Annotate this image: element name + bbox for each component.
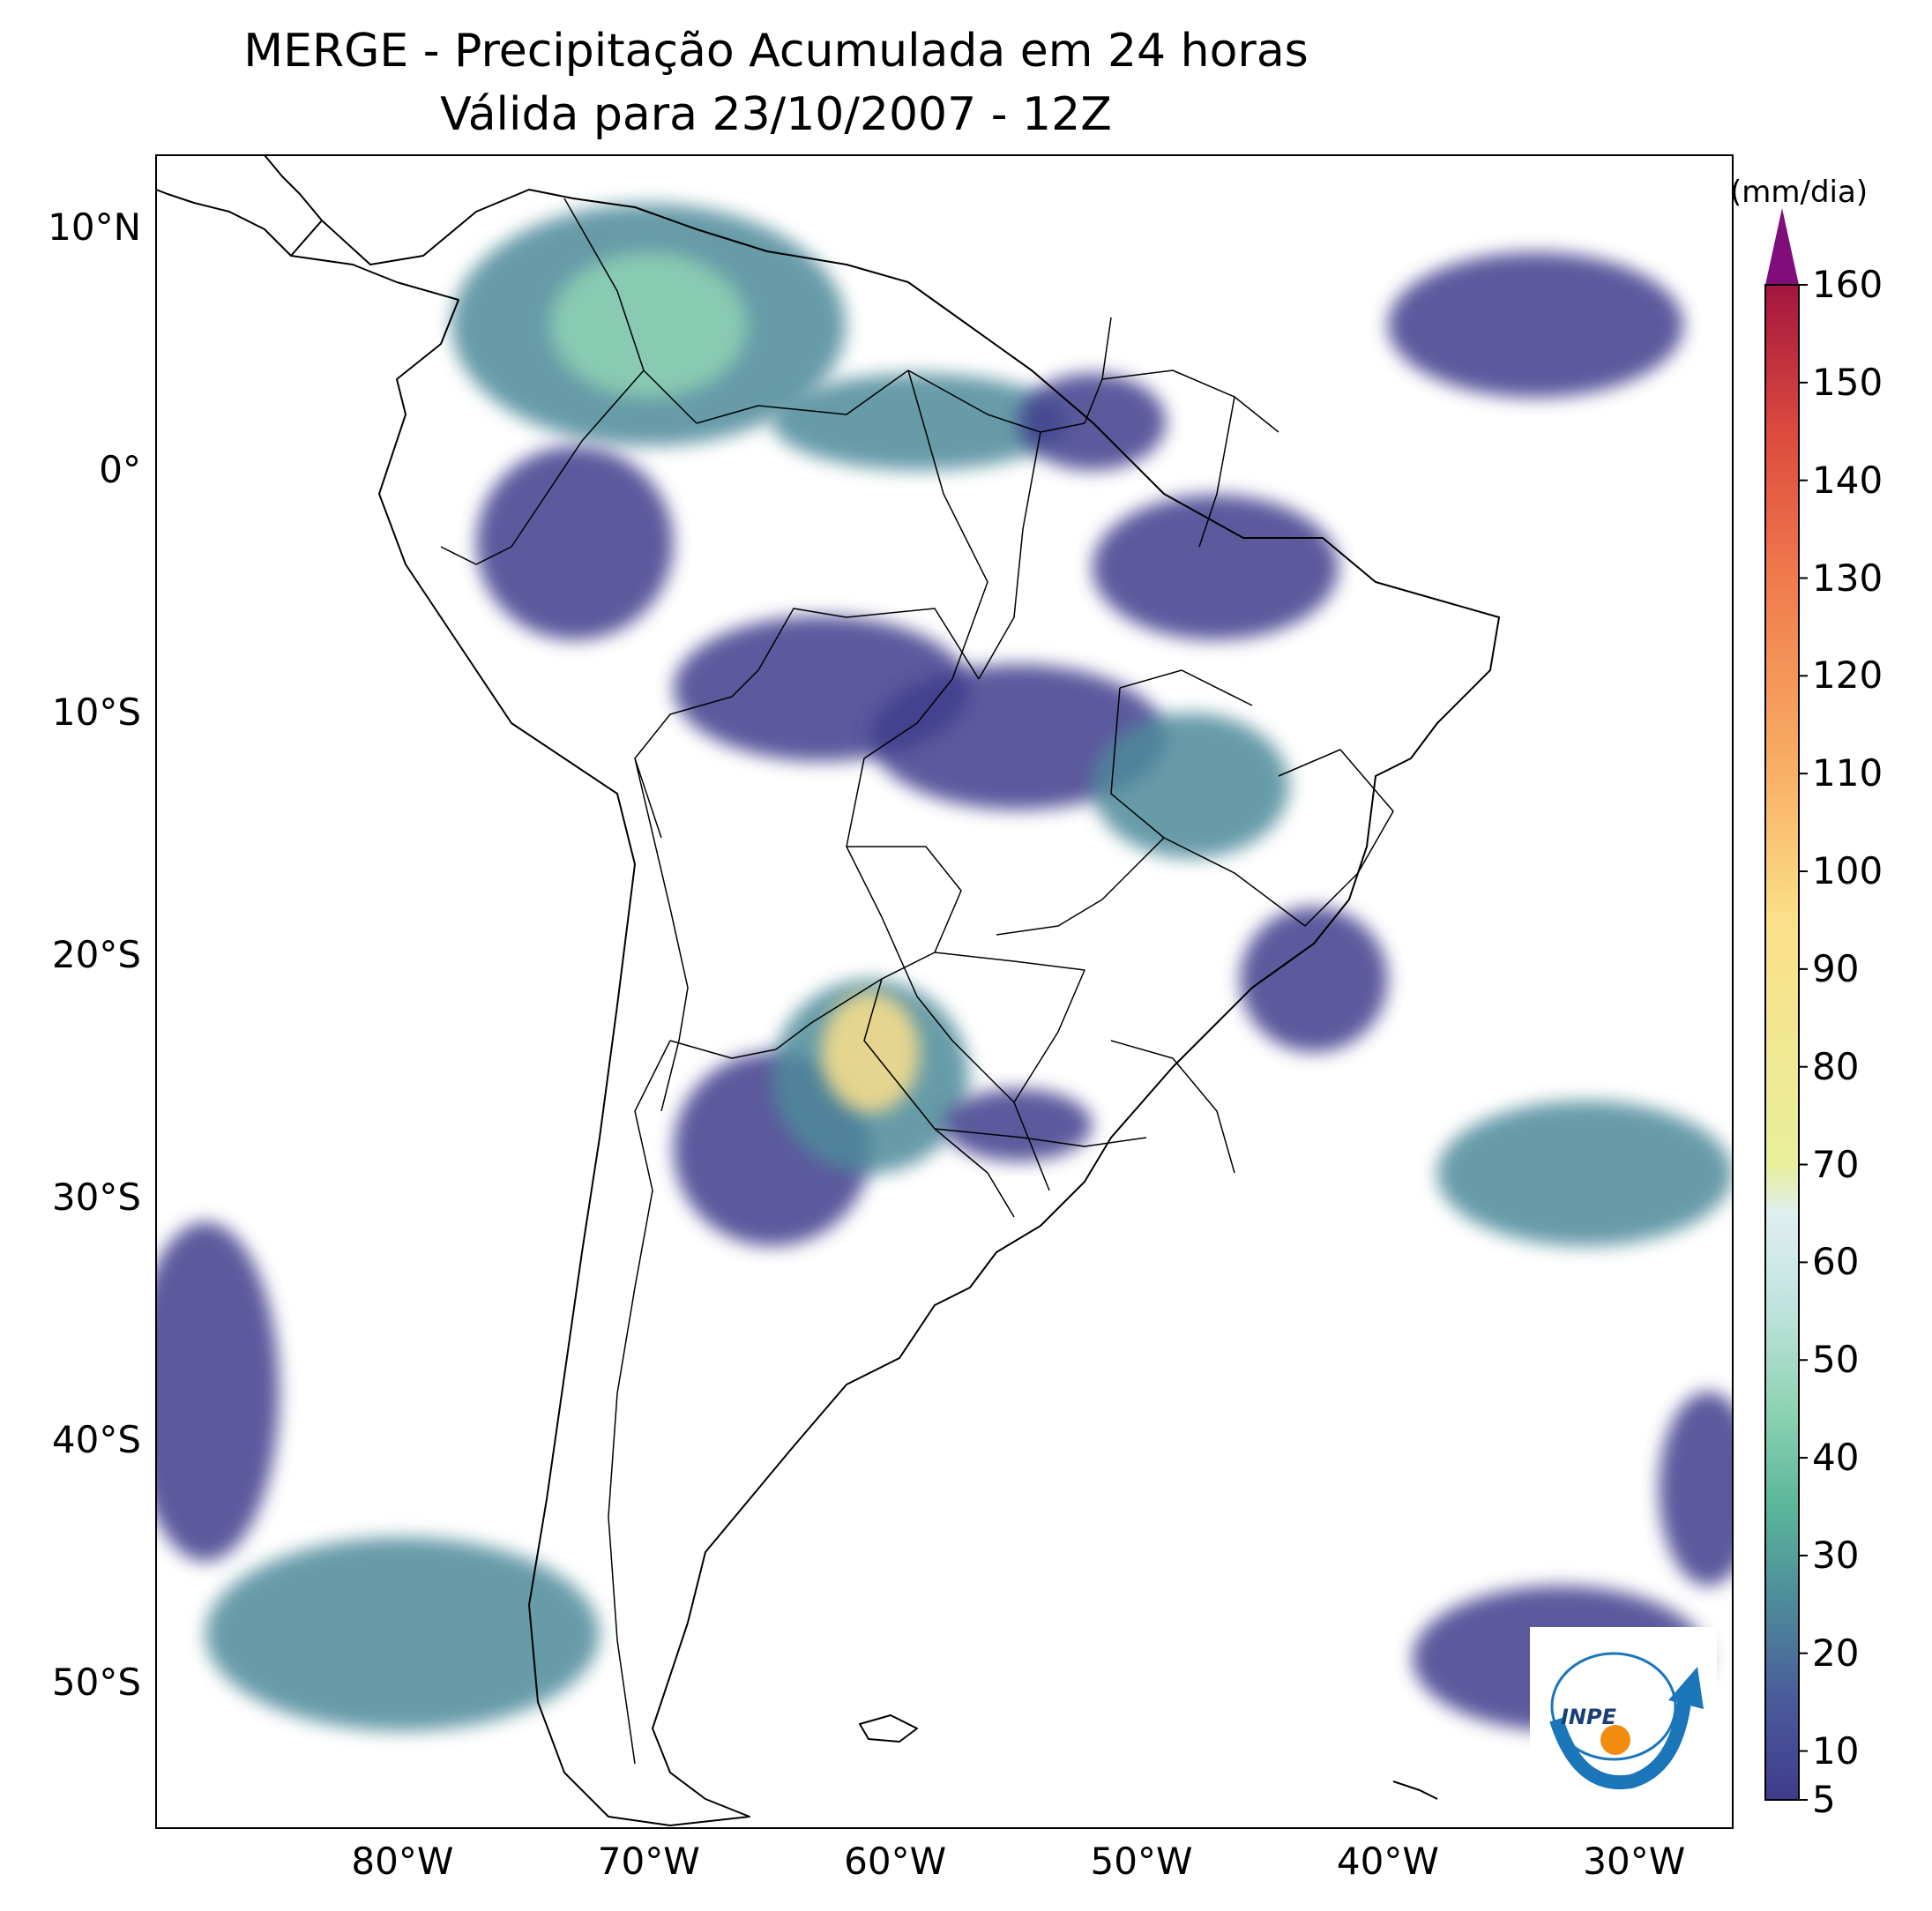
colorbar-tick-label: 140 xyxy=(1812,458,1884,502)
lat-tick-label: 20°S xyxy=(51,933,141,977)
logo-arrow-icon xyxy=(1668,1667,1704,1709)
lat-tick-label: 30°S xyxy=(51,1176,141,1220)
colorbar-tick-label: 100 xyxy=(1812,849,1884,893)
rain-area-colombia-core xyxy=(550,251,748,398)
rain-area-paraguay-max xyxy=(821,991,921,1113)
rain-area-atlantic-north xyxy=(1387,251,1684,398)
rain-area-para-maranhao xyxy=(1092,494,1339,640)
colorbar-tick-label: 150 xyxy=(1812,360,1884,404)
precipitation-layer xyxy=(156,203,1733,1732)
lon-tick-label: 30°W xyxy=(1583,1840,1686,1883)
logo-sun-icon xyxy=(1600,1725,1630,1755)
inpe-logo: INPE xyxy=(1530,1627,1717,1803)
south-america-coastline xyxy=(290,189,1500,1826)
central-america xyxy=(156,155,323,257)
colorbar-tick-label: 20 xyxy=(1812,1631,1860,1675)
country-borders xyxy=(440,198,1394,1765)
rain-area-ecuador-peru xyxy=(476,445,674,640)
colorbar-tick-label: 160 xyxy=(1812,263,1884,306)
rain-area-minas-rio xyxy=(1240,907,1388,1053)
colorbar-tick-label: 50 xyxy=(1812,1338,1860,1382)
lon-tick-label: 70°W xyxy=(597,1840,700,1883)
colorbar-extend-arrow xyxy=(1765,208,1799,285)
lat-tick-label: 10°S xyxy=(51,690,141,735)
map-frame xyxy=(155,154,1734,1829)
lon-tick-label: 60°W xyxy=(844,1840,947,1883)
colorbar-tick-label: 10 xyxy=(1812,1728,1860,1773)
logo-ring xyxy=(1550,1652,1677,1761)
lat-tick-label: 40°S xyxy=(51,1418,141,1462)
colorbar-tick-label: 130 xyxy=(1812,556,1884,600)
rain-area-guyana xyxy=(772,373,1068,471)
map-title: MERGE - Precipitação Acumulada em 24 hor… xyxy=(243,25,1309,78)
colorbar-tick-label: 70 xyxy=(1812,1142,1860,1186)
colorbar xyxy=(1764,208,1808,1801)
colorbar-tickmarks xyxy=(1799,284,1808,1801)
lon-tick-label: 40°W xyxy=(1336,1840,1439,1883)
rain-area-atlantic-south xyxy=(1436,1101,1733,1247)
logo-swoosh xyxy=(1549,1700,1691,1790)
logo-text: INPE xyxy=(1561,1705,1617,1729)
rain-area-goias xyxy=(1092,713,1290,859)
rain-area-mato-grosso xyxy=(870,664,1167,810)
lat-tick-label: 50°S xyxy=(51,1661,141,1705)
lat-tick-label: 0° xyxy=(99,448,141,492)
colorbar-tick-label: 40 xyxy=(1812,1436,1860,1480)
rain-area-south-brazil xyxy=(944,1088,1093,1161)
colorbar-tick-label: 110 xyxy=(1812,751,1884,795)
colorbar-body xyxy=(1765,285,1799,1800)
colorbar-tick-label: 30 xyxy=(1812,1533,1860,1577)
rain-area-atlantic-southeast xyxy=(1659,1392,1733,1586)
lat-tick-label: 10°N xyxy=(48,205,141,250)
south-georgia xyxy=(1392,1780,1438,1800)
coastline-layer xyxy=(156,155,1500,1826)
falkland-islands xyxy=(859,1714,918,1743)
colorbar-tick-label: 120 xyxy=(1812,653,1884,698)
colorbar-frame xyxy=(1764,284,1800,1801)
map-subtitle: Válida para 23/10/2007 - 12Z xyxy=(440,88,1112,141)
colorbar-tick-label: 90 xyxy=(1812,946,1860,990)
lon-tick-label: 80°W xyxy=(351,1840,454,1883)
rain-area-pacific-patagonia xyxy=(205,1537,600,1732)
rain-area-pacific-west xyxy=(156,1221,280,1562)
lon-tick-label: 50°W xyxy=(1090,1840,1193,1883)
colorbar-tick-label: 80 xyxy=(1812,1044,1860,1088)
colorbar-tick-label: 5 xyxy=(1812,1778,1836,1821)
colorbar-unit-label: (mm/dia) xyxy=(1730,175,1869,210)
colorbar-tick-label: 60 xyxy=(1812,1240,1860,1284)
